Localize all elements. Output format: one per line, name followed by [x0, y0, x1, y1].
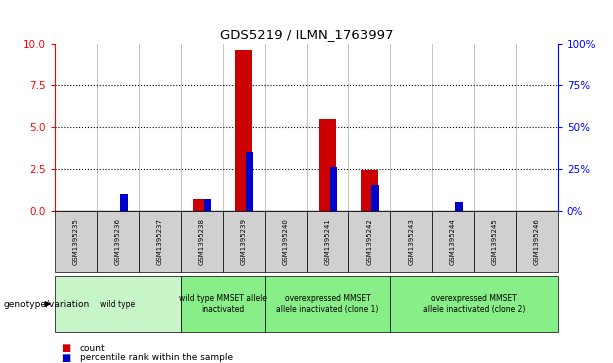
Bar: [204, 199, 211, 211]
Text: GSM1395238: GSM1395238: [199, 218, 205, 265]
Bar: [330, 167, 337, 211]
Bar: [455, 202, 463, 211]
Bar: [246, 152, 253, 211]
Text: count: count: [80, 344, 105, 353]
Text: ■: ■: [61, 343, 70, 354]
Text: GSM1395245: GSM1395245: [492, 218, 498, 265]
Bar: [194, 199, 210, 211]
Text: wild type: wild type: [101, 299, 135, 309]
Bar: [371, 185, 379, 211]
Text: overexpressed MMSET
allele inactivated (clone 1): overexpressed MMSET allele inactivated (…: [276, 294, 379, 314]
Text: genotype/variation: genotype/variation: [3, 299, 89, 309]
Text: GSM1395243: GSM1395243: [408, 218, 414, 265]
Text: GSM1395237: GSM1395237: [157, 218, 163, 265]
Text: GSM1395244: GSM1395244: [450, 218, 456, 265]
Text: GSM1395236: GSM1395236: [115, 218, 121, 265]
Bar: [361, 171, 378, 211]
Text: percentile rank within the sample: percentile rank within the sample: [80, 353, 233, 362]
Text: GSM1395240: GSM1395240: [283, 218, 289, 265]
Text: GSM1395242: GSM1395242: [367, 218, 372, 265]
Title: GDS5219 / ILMN_1763997: GDS5219 / ILMN_1763997: [219, 28, 394, 41]
Text: overexpressed MMSET
allele inactivated (clone 2): overexpressed MMSET allele inactivated (…: [423, 294, 525, 314]
Text: GSM1395239: GSM1395239: [241, 218, 246, 265]
Text: ■: ■: [61, 352, 70, 363]
Bar: [319, 119, 336, 211]
Text: GSM1395235: GSM1395235: [73, 218, 79, 265]
Text: GSM1395241: GSM1395241: [324, 218, 330, 265]
Text: wild type MMSET allele
inactivated: wild type MMSET allele inactivated: [179, 294, 267, 314]
Bar: [120, 194, 128, 211]
Bar: [235, 50, 252, 211]
Text: GSM1395246: GSM1395246: [534, 218, 540, 265]
